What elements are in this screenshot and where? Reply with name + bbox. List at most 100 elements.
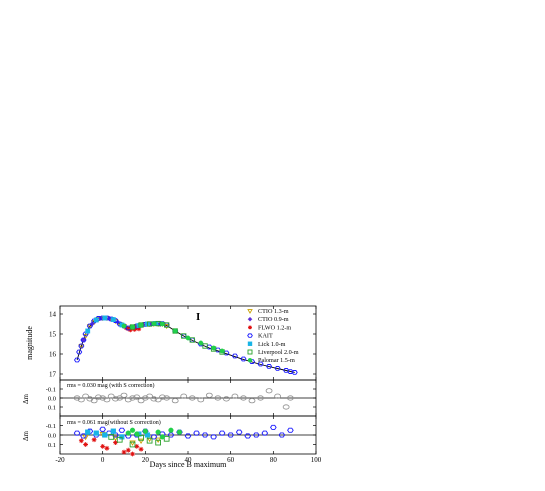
residual-point-flwo-1-2-m [134, 444, 140, 449]
band-label: I [196, 311, 200, 323]
data-point-liverpool-2-0-m [202, 343, 208, 349]
residual-point [95, 394, 102, 400]
rms-annotation-with-s: rms = 0.030 mag (with S correction) [67, 382, 155, 389]
x-tick-label: 60 [227, 456, 235, 464]
y-tick-label: -0.1 [46, 423, 56, 430]
residual-point-kait [270, 424, 277, 430]
residual-point-kait [112, 432, 119, 438]
residual-point [116, 395, 124, 401]
residual-point [180, 393, 188, 399]
residual-point [90, 398, 98, 404]
x-tick-label: 40 [185, 456, 193, 464]
legend-entry-label: CTIO 0.9-m [258, 316, 289, 323]
residual-point-lick-1-0-m [110, 428, 116, 434]
x-axis-label: Days since B maximum [150, 460, 227, 469]
residual-point [205, 392, 213, 398]
data-point-lick-1-0-m [102, 315, 108, 321]
residual-point [137, 398, 145, 404]
data-point-kait [73, 357, 81, 363]
residual-point [107, 393, 115, 399]
legend-entry-label: Liverpool 2.0-m [258, 349, 299, 356]
data-point-kait [76, 349, 83, 355]
data-point-palomar-1-5-m [151, 321, 157, 326]
residual-point-kait [227, 432, 234, 438]
y-axis-label-delta-m-top: Δm [22, 393, 30, 404]
residual-point-kait [235, 429, 243, 435]
residual-point [274, 393, 282, 399]
residual-point-kait [261, 430, 269, 436]
y-axis-label-delta-m-bottom: Δm [22, 430, 30, 441]
data-point-liverpool-2-0-m [181, 333, 187, 339]
residual-point [112, 396, 119, 402]
residual-point [197, 397, 205, 403]
residual-point [257, 395, 264, 401]
residual-point-lick-1-0-m [102, 432, 108, 438]
residual-point [248, 398, 256, 404]
x-tick-label: 0 [101, 456, 105, 464]
residual-point [103, 397, 111, 403]
residual-point-palomar-1-5-m [129, 427, 136, 433]
residual-point-flwo-1-2-m [121, 449, 127, 455]
data-point-liverpool-2-0-m [189, 337, 195, 343]
data-point-palomar-1-5-m [198, 340, 204, 346]
residual-point-liverpool-2-0-m [163, 435, 170, 442]
residual-point-kait [80, 433, 87, 439]
residual-point [222, 396, 230, 402]
y-axis-label-magnitude: magnitude [25, 326, 34, 360]
legend-marker-flwo-1-2-m [248, 325, 252, 330]
y-tick-label: 0.1 [48, 442, 56, 449]
x-tick-label: 80 [270, 456, 278, 464]
y-tick-label: 16 [49, 351, 57, 359]
residual-point-ctio-1-3-m [112, 435, 119, 442]
legend-entry-label: FLWO 1.2-m [258, 324, 291, 331]
residual-point-liverpool-2-0-m [146, 437, 153, 444]
light-curve-plot-layer: 14 15 16 17 [49, 306, 317, 380]
y-tick-label: 0.0 [48, 433, 56, 440]
residual-point-palomar-1-5-m [176, 429, 183, 435]
data-point-palomar-1-5-m [185, 335, 191, 341]
residual-point-kait [99, 426, 106, 432]
residual-point-flwo-1-2-m [78, 438, 84, 444]
residual-point-ctio-1-3-m [129, 440, 136, 446]
residual-point [286, 395, 294, 401]
residual-point-kait [150, 434, 158, 440]
legend-entry-label: Palomar 1.5-m [258, 357, 295, 364]
residual-point-lick-1-0-m [93, 430, 99, 436]
data-point-palomar-1-5-m [121, 323, 127, 329]
data-point-palomar-1-5-m [211, 345, 217, 351]
residual-point-liverpool-2-0-m [108, 434, 115, 440]
data-point-kait [283, 368, 290, 373]
y-tick-label: -0.1 [46, 387, 56, 394]
legend-entry-label: CTIO 1.3-m [258, 308, 289, 315]
residual-point [214, 395, 222, 401]
residual-point [240, 395, 247, 401]
legend-entry-label: Lick 1.0-m [258, 341, 286, 348]
data-point-kait [80, 337, 87, 343]
residual-point-kait [278, 432, 286, 438]
data-point-flwo-1-2-m [136, 326, 142, 332]
residual-point-flwo-1-2-m [138, 446, 144, 452]
data-point-kait [86, 323, 93, 329]
data-point-flwo-1-2-m [126, 326, 131, 332]
residual-point [133, 394, 141, 400]
legend-marker-liverpool-2-0-m [247, 349, 253, 355]
residual-point-liverpool-2-0-m [116, 436, 123, 443]
residual-point-palomar-1-5-m [142, 428, 148, 434]
data-point-kait [265, 364, 273, 369]
residual-point [231, 393, 239, 399]
residual-point-kait [193, 430, 200, 436]
data-point-kait [274, 366, 281, 371]
y-tick-label: 0.1 [48, 405, 56, 412]
residual-point [82, 393, 89, 399]
residual-point-kait [287, 427, 294, 433]
data-point-kait [240, 356, 247, 362]
y-tick-label: 17 [49, 371, 57, 379]
residual-point-kait [244, 433, 252, 439]
x-tick-label: 100 [311, 456, 322, 464]
residual-point-lick-1-0-m [85, 429, 91, 435]
residual-point [120, 392, 128, 398]
residual-point [154, 397, 162, 403]
residual-point-flwo-1-2-m [104, 445, 110, 451]
